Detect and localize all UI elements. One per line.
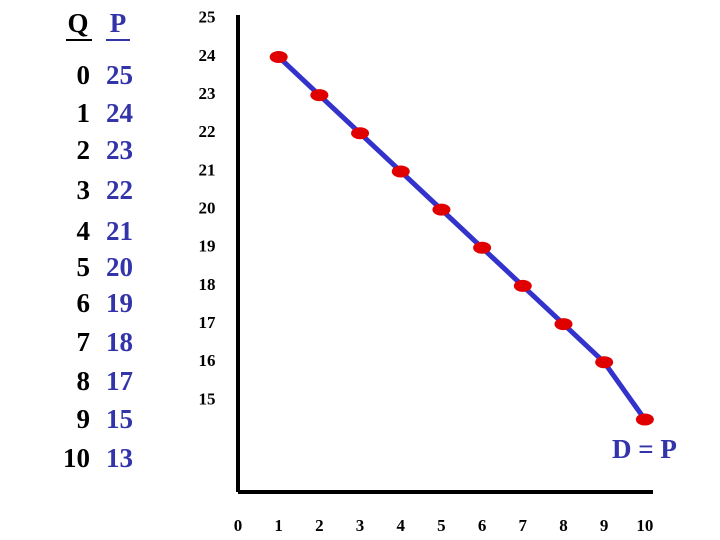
x-tick-label: 8: [559, 516, 568, 535]
x-tick-label: 10: [636, 516, 653, 535]
q-cell: 4: [77, 216, 91, 246]
x-tick-label: 3: [356, 516, 365, 535]
q-cell: 7: [77, 327, 91, 357]
data-point: [635, 413, 654, 426]
p-cell: 25: [106, 60, 133, 90]
x-tick-label: 0: [234, 516, 243, 535]
p-cell: 18: [106, 327, 133, 357]
data-point: [473, 241, 492, 254]
y-tick-label: 19: [199, 237, 216, 256]
q-cell: 1: [77, 98, 91, 128]
p-cell: 23: [106, 135, 133, 165]
y-tick-label: 25: [199, 8, 216, 27]
data-point: [432, 203, 451, 216]
q-cell: 6: [77, 288, 91, 318]
x-tick-label: 7: [519, 516, 528, 535]
x-tick-label: 4: [396, 516, 405, 535]
p-cell: 24: [106, 98, 133, 128]
q-cell: 2: [77, 135, 91, 165]
data-point: [269, 50, 288, 63]
demand-line: [276, 55, 647, 421]
x-tick-label: 1: [274, 516, 283, 535]
q-header: Q: [67, 8, 88, 38]
q-cell: 5: [77, 252, 91, 282]
p-cell: 22: [106, 175, 133, 205]
data-point: [351, 127, 370, 140]
y-tick-label: 21: [199, 160, 216, 179]
x-tick-label: 5: [437, 516, 446, 535]
p-cell: 21: [106, 216, 133, 246]
y-tick-label: 24: [199, 46, 217, 65]
p-cell: 20: [106, 252, 133, 282]
q-cell: 9: [77, 404, 91, 434]
x-tick-label: 9: [600, 516, 609, 535]
demand-label: D = P: [612, 434, 677, 464]
y-tick-label: 20: [199, 199, 216, 218]
q-cell: 0: [77, 60, 91, 90]
p-header: P: [110, 8, 127, 38]
p-cell: 17: [106, 366, 133, 396]
x-tick-label: 6: [478, 516, 487, 535]
y-tick-label: 17: [199, 313, 217, 332]
q-cell: 8: [77, 366, 91, 396]
p-cell: 15: [106, 404, 133, 434]
y-tick-label: 22: [199, 122, 216, 141]
p-cell: 13: [106, 443, 133, 473]
x-tick-label: 2: [315, 516, 324, 535]
p-cell: 19: [106, 288, 133, 318]
data-point: [554, 318, 573, 331]
data-point: [513, 279, 532, 292]
data-point: [391, 165, 410, 178]
y-tick-label: 23: [199, 84, 216, 103]
y-tick-label: 16: [199, 351, 216, 370]
data-point: [310, 89, 329, 102]
y-tick-label: 18: [199, 275, 216, 294]
data-point: [595, 356, 614, 369]
y-tick-label: 15: [199, 389, 216, 408]
q-cell: 3: [77, 175, 91, 205]
q-cell: 10: [63, 443, 90, 473]
